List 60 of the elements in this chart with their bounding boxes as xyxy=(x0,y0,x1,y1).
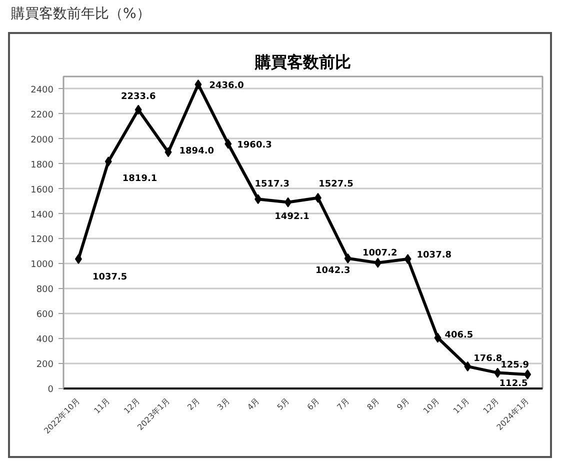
x-tick-label: 10月 xyxy=(422,396,441,416)
y-tick-label: 600 xyxy=(36,310,54,320)
data-label: 1894.0 xyxy=(179,146,214,157)
data-label: 1037.5 xyxy=(92,272,128,283)
y-tick-label: 1200 xyxy=(30,235,54,246)
point xyxy=(494,368,502,378)
x-tick-label: 5月 xyxy=(276,396,292,412)
data-label: 1042.3 xyxy=(316,266,350,276)
point xyxy=(374,258,382,268)
data-label: 1007.2 xyxy=(362,248,398,258)
y-tick-label: 1600 xyxy=(30,185,54,196)
point xyxy=(224,138,232,149)
x-tick-label: 6月 xyxy=(306,396,322,412)
chart-title: 購買客数前年比（%） xyxy=(11,5,150,23)
point xyxy=(74,254,82,264)
x-tick-label: 9月 xyxy=(395,396,411,412)
x-tick-label: 11月 xyxy=(92,396,112,416)
data-label: 1037.8 xyxy=(416,250,452,260)
data-label: 1517.3 xyxy=(254,180,290,190)
y-tick-label: 1400 xyxy=(30,210,54,220)
data-label: 1819.1 xyxy=(122,174,158,184)
point xyxy=(434,332,442,343)
point xyxy=(284,197,292,208)
data-label: 112.5 xyxy=(499,378,528,389)
x-tick-label: 4月 xyxy=(246,396,262,412)
data-label: 406.5 xyxy=(444,330,474,340)
x-tick-label: 12月 xyxy=(482,396,501,416)
y-tick-label: 200 xyxy=(36,360,54,370)
y-tick-label: 2400 xyxy=(30,85,54,96)
data-label: 2436.0 xyxy=(209,80,244,91)
x-tick-label: 2月 xyxy=(186,396,202,412)
point xyxy=(344,253,352,264)
y-tick-label: 0 xyxy=(48,385,54,395)
x-tick-label: 12月 xyxy=(122,396,142,416)
x-tick-label: 7月 xyxy=(335,396,352,412)
data-label: 2233.6 xyxy=(120,92,156,102)
point xyxy=(104,156,112,166)
x-tick-label: 3月 xyxy=(216,396,232,412)
data-label: 1960.3 xyxy=(237,140,272,150)
data-label: 125.9 xyxy=(500,360,530,370)
chart-subtitle: 購買客数前比 xyxy=(254,52,351,72)
point xyxy=(404,254,412,264)
point xyxy=(524,369,532,380)
point xyxy=(464,361,472,372)
point xyxy=(194,79,202,90)
point xyxy=(254,194,262,204)
data-label: 1527.5 xyxy=(318,179,354,190)
point xyxy=(314,192,322,203)
x-tick-label: 8月 xyxy=(365,396,382,412)
y-tick-label: 800 xyxy=(36,285,54,296)
point xyxy=(164,147,172,158)
data-label: 176.8 xyxy=(474,354,502,364)
data-label: 1492.1 xyxy=(274,212,310,222)
y-tick-label: 1800 xyxy=(30,160,54,170)
y-tick-label: 1000 xyxy=(30,260,54,270)
y-tick-label: 2000 xyxy=(30,135,54,146)
y-tick-label: 2200 xyxy=(30,110,54,120)
point xyxy=(134,104,142,115)
y-tick-label: 400 xyxy=(36,335,54,346)
x-tick-label: 11月 xyxy=(452,396,471,416)
